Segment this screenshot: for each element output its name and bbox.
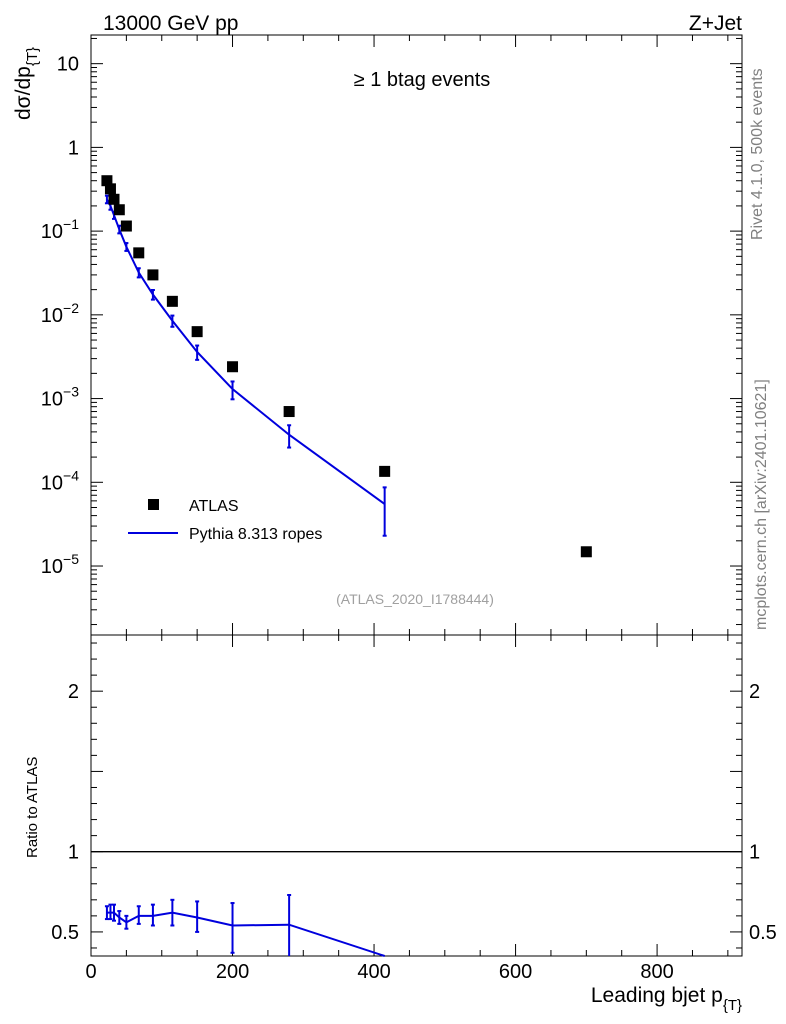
atlas-point bbox=[227, 361, 239, 373]
header-energy-label: 13000 GeV pp bbox=[103, 12, 238, 35]
ratio-y-tick-label: 1 bbox=[68, 842, 79, 864]
main-y-tick-label-exp: −2 bbox=[63, 300, 79, 316]
main-y-tick-label: 10 bbox=[57, 54, 79, 76]
x-tick-labels: 0 200 400 600 800 bbox=[85, 961, 673, 983]
main-y-axis-label-main: dσ/dp bbox=[12, 66, 35, 120]
main-y-tick-label-exp: −1 bbox=[63, 216, 79, 232]
x-tick-label: 600 bbox=[499, 961, 532, 983]
main-frame bbox=[90, 34, 743, 636]
main-y-tick-label-base: 10 bbox=[41, 221, 63, 243]
atlas-point bbox=[104, 183, 116, 195]
ratio-y-tick-label-right: 0.5 bbox=[749, 922, 777, 944]
ratio-y-tick-labels: 0.5 0.5 1 1 2 2 bbox=[51, 681, 777, 944]
x-axis-label-main: Leading bjet p bbox=[591, 984, 723, 1007]
main-y-tick-label-base: 10 bbox=[41, 472, 63, 494]
pythia-error-bars bbox=[104, 194, 387, 537]
main-y-tick-label: 10−4 bbox=[41, 467, 79, 494]
atlas-point bbox=[283, 406, 295, 418]
legend-label-pythia: Pythia 8.313 ropes bbox=[189, 526, 322, 543]
atlas-point bbox=[166, 295, 178, 307]
header-process-label: Z+Jet bbox=[689, 12, 742, 35]
main-y-tick-label-exp: −3 bbox=[63, 384, 79, 400]
analysis-watermark: (ATLAS_2020_I1788444) bbox=[336, 591, 494, 607]
main-y-tick-label-base: 1 bbox=[68, 137, 79, 159]
ratio-ticks bbox=[90, 635, 742, 956]
ratio-panel: 0.5 0.51 12 2 0 200 400 600 800 Ratio to ATLAS … bbox=[24, 634, 777, 1014]
atlas-point bbox=[133, 247, 145, 259]
atlas-point bbox=[113, 204, 125, 216]
main-y-tick-label-base: 10 bbox=[41, 389, 63, 411]
ratio-y-tick-label: 0.5 bbox=[51, 922, 79, 944]
rivet-version-label: Rivet 4.1.0, 500k events bbox=[749, 68, 766, 240]
legend-label-atlas: ATLAS bbox=[189, 498, 239, 515]
pythia-line bbox=[106, 198, 386, 505]
main-y-tick-label-exp: −4 bbox=[63, 467, 79, 483]
main-x-ticks bbox=[90, 35, 729, 635]
atlas-point bbox=[379, 465, 391, 477]
source-label: mcplots.cern.ch [arXiv:2401.10621] bbox=[753, 379, 770, 630]
x-tick-label: 0 bbox=[85, 961, 96, 983]
x-axis-label-sub: {T} bbox=[723, 997, 742, 1014]
atlas-point bbox=[580, 546, 592, 558]
atlas-points bbox=[101, 175, 592, 558]
atlas-point bbox=[108, 193, 120, 205]
main-y-tick-label-base: 10 bbox=[41, 305, 63, 327]
main-y-tick-label: 10−2 bbox=[41, 300, 79, 327]
annotation-btag: ≥ 1 btag events bbox=[354, 69, 491, 91]
x-tick-label: 800 bbox=[640, 961, 673, 983]
main-y-tick-label: 10−5 bbox=[41, 551, 79, 578]
x-axis-label: Leading bjet p{T} bbox=[591, 984, 742, 1014]
main-y-axis-label: dσ/dp{T} bbox=[12, 47, 41, 120]
x-tick-label: 400 bbox=[357, 961, 390, 983]
main-y-tick-label-base: 10 bbox=[57, 54, 79, 76]
main-y-tick-label-exp: −5 bbox=[63, 551, 79, 567]
main-y-tick-label-base: 10 bbox=[41, 556, 63, 578]
main-y-tick-label: 10−1 bbox=[41, 216, 79, 243]
ratio-y-tick-label-right: 2 bbox=[749, 681, 760, 703]
ratio-pythia-line bbox=[106, 911, 385, 957]
legend: ATLAS Pythia 8.313 ropes bbox=[128, 498, 322, 543]
ratio-y-axis-label: Ratio to ATLAS bbox=[24, 757, 41, 858]
ratio-y-tick-label: 2 bbox=[68, 681, 79, 703]
atlas-point bbox=[101, 175, 113, 187]
legend-marker-atlas bbox=[148, 499, 159, 510]
main-y-ticks bbox=[91, 37, 742, 626]
main-y-tick-label: 1 bbox=[68, 137, 79, 159]
atlas-point bbox=[191, 326, 203, 338]
ratio-frame bbox=[90, 634, 743, 957]
atlas-point bbox=[147, 269, 159, 281]
x-tick-label: 200 bbox=[216, 961, 249, 983]
atlas-point bbox=[120, 220, 132, 232]
main-y-tick-label: 10−3 bbox=[41, 384, 79, 411]
main-y-axis-label-sub: {T} bbox=[24, 47, 41, 66]
ratio-y-tick-label-right: 1 bbox=[749, 842, 760, 864]
